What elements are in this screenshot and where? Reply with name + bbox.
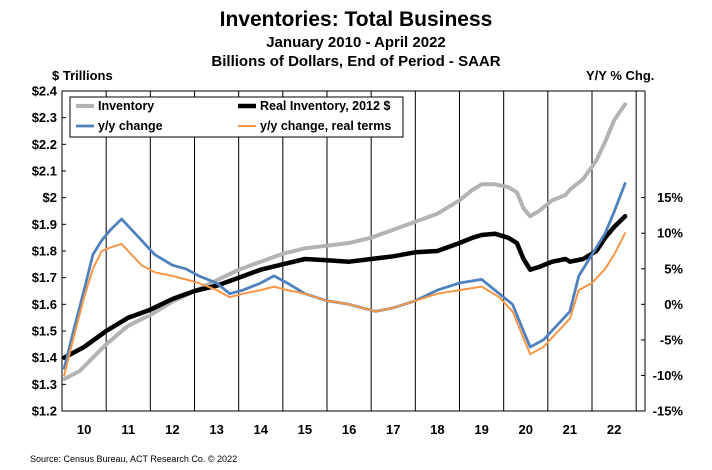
- right-tick-label: 15%: [657, 190, 683, 205]
- series-line-y-y-change-real-terms: [63, 232, 627, 377]
- legend-label-yy-change-real: y/y change, real terms: [260, 119, 391, 133]
- left-tick-label: $2.3: [32, 110, 57, 125]
- legend-label-yy-change: y/y change: [98, 119, 163, 133]
- legend-label-real-inventory: Real Inventory, 2012 $: [260, 99, 390, 113]
- left-tick-label: $1.3: [32, 377, 57, 392]
- left-tick-label: $2.2: [32, 137, 57, 152]
- vertical-gridlines: [105, 91, 637, 411]
- chart-subtitle-units: Billions of Dollars, End of Period - SAA…: [211, 53, 500, 70]
- x-tick-label: 12: [165, 422, 179, 437]
- x-axis-ticks: 10 11 12 13 14 15 16 17 18 19 20 21 22: [77, 422, 621, 437]
- x-tick-label: 17: [386, 422, 400, 437]
- legend: Inventory Real Inventory, 2012 $ y/y cha…: [69, 96, 404, 138]
- left-tick-label: $1.2: [32, 404, 57, 419]
- left-tick-label: $1.9: [32, 217, 57, 232]
- right-axis-ticks: 15% 10% 5% 0% -5% -10% -15%: [641, 190, 684, 419]
- x-tick-label: 13: [209, 422, 223, 437]
- chart-title: Inventories: Total Business: [220, 8, 493, 31]
- x-tick-label: 16: [342, 422, 356, 437]
- right-tick-label: -15%: [653, 404, 684, 419]
- x-tick-label: 18: [430, 422, 444, 437]
- chart-subtitle-dates: January 2010 - April 2022: [266, 34, 446, 51]
- left-tick-label: $1.8: [32, 244, 57, 259]
- left-tick-label: $1.5: [32, 324, 57, 339]
- left-tick-label: $2.1: [32, 164, 57, 179]
- x-tick-label: 19: [474, 422, 488, 437]
- left-axis-unit: $ Trillions: [52, 68, 113, 83]
- series-line-inventory: [62, 102, 628, 381]
- left-tick-label: $2.4: [32, 84, 58, 99]
- source-note: Source: Census Bureau, ACT Research Co. …: [30, 454, 237, 464]
- series-line-real-inventory-2012: [61, 214, 628, 360]
- plot-area: [61, 90, 646, 412]
- series-layer: [61, 102, 628, 381]
- x-tick-label: 14: [254, 422, 269, 437]
- left-tick-label: $1.6: [32, 297, 57, 312]
- left-tick-label: $1.4: [32, 350, 58, 365]
- x-tick-label: 10: [77, 422, 91, 437]
- right-tick-label: -5%: [660, 332, 684, 347]
- legend-label-inventory: Inventory: [98, 99, 154, 113]
- x-tick-label: 15: [298, 422, 312, 437]
- right-tick-label: -10%: [653, 368, 684, 383]
- right-axis-unit: Y/Y % Chg.: [586, 68, 654, 83]
- left-tick-label: $2: [43, 190, 57, 205]
- right-tick-label: 0%: [664, 297, 683, 312]
- right-tick-label: 10%: [657, 226, 683, 241]
- x-tick-label: 21: [563, 422, 577, 437]
- x-tick-label: 20: [519, 422, 533, 437]
- left-axis-ticks: $1.2 $1.3 $1.4 $1.5 $1.6 $1.7 $1.8 $1.9 $2 $2.1 $2…: [32, 84, 66, 419]
- legend-box: [69, 96, 404, 138]
- right-tick-label: 5%: [664, 261, 683, 276]
- x-tick-label: 22: [607, 422, 621, 437]
- left-tick-label: $1.7: [32, 270, 57, 285]
- x-tick-label: 11: [121, 422, 135, 437]
